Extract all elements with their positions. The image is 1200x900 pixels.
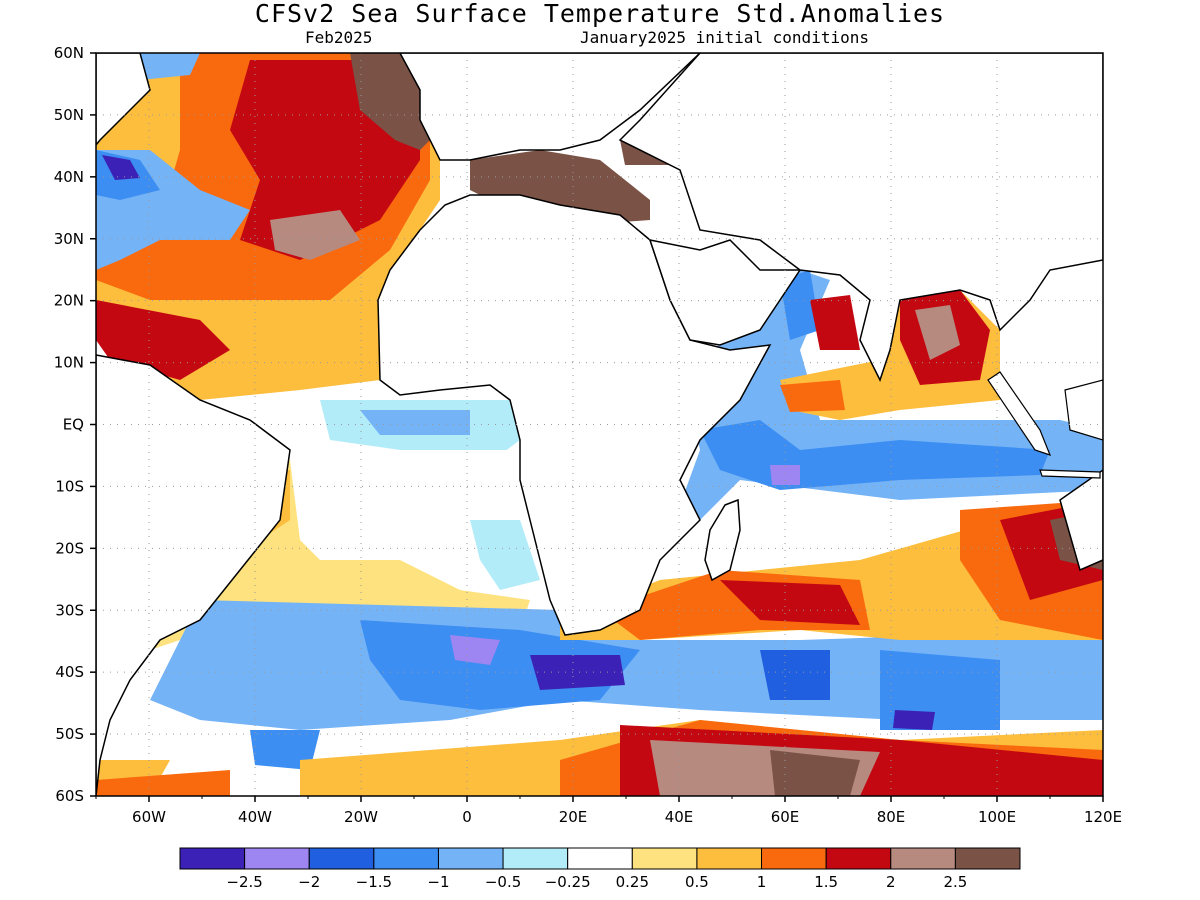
anomaly-patch: [360, 410, 470, 435]
anomaly-patch: [96, 300, 230, 380]
initial-conditions: January2025 initial conditions: [580, 28, 869, 47]
colorbar-swatch: [890, 847, 956, 870]
lat-tick-label: 40S: [55, 663, 84, 681]
arabian-peninsula: [648, 239, 802, 346]
anomaly-patch: [660, 270, 1103, 560]
south-america-landmass: [96, 354, 291, 796]
lat-tick-label: 40N: [54, 168, 84, 186]
colorbar-label: 1.5: [814, 873, 838, 891]
chart-title: CFSv2 Sea Surface Temperature Std.Anomal…: [254, 0, 946, 28]
colorbar-swatch: [179, 847, 246, 870]
anomaly-patch: [893, 710, 935, 730]
colorbar-swatch: [244, 847, 310, 870]
lat-tick-label: 10N: [54, 354, 84, 372]
lat-tick-label: 30N: [54, 230, 84, 248]
anomaly-patch: [270, 210, 360, 260]
anomaly-patch: [810, 295, 860, 350]
anomaly-patch: [470, 520, 540, 590]
lon-tick-label: 60E: [771, 808, 800, 826]
anomaly-patch: [780, 380, 845, 412]
colorbar-label: −1: [427, 873, 449, 891]
colorbar-swatch: [502, 847, 569, 870]
anomaly-patch: [915, 305, 960, 360]
sumatra: [987, 371, 1052, 456]
java: [1039, 469, 1101, 479]
anomaly-patch: [102, 155, 140, 180]
lon-tick-label: 100E: [978, 808, 1016, 826]
colorbar-label: 0.25: [616, 873, 649, 891]
forecast-month: Feb2025: [305, 28, 373, 47]
lat-tick-label: 20S: [55, 539, 84, 557]
anomaly-patch: [130, 53, 200, 80]
anomaly-patch: [770, 465, 800, 485]
lat-tick-label: 20N: [54, 292, 84, 310]
borneo: [1064, 379, 1103, 441]
colorbar-swatch: [308, 847, 375, 870]
colorbar-swatch: [761, 847, 827, 870]
colorbar-label: −2: [298, 873, 320, 891]
map-plot-area: [96, 53, 1103, 796]
latitude-axis: 60N 50N 40N 30N 20N 10N EQ 10S 20S 30S 40S 50S 60S: [54, 44, 96, 805]
anomaly-patch: [450, 635, 500, 665]
grid-lines: [96, 53, 1103, 796]
colorbar-swatch: [437, 847, 504, 870]
lat-tick-label: EQ: [63, 416, 84, 434]
lon-tick-label: 120E: [1084, 808, 1122, 826]
lat-tick-label: 30S: [55, 601, 84, 619]
anomaly-patch: [770, 750, 860, 796]
lat-tick-label: 50S: [55, 725, 84, 743]
colorbar-swatch: [825, 847, 892, 870]
australia-landmass: [1059, 469, 1103, 572]
anomaly-patch: [96, 770, 230, 796]
lat-tick-label: 10S: [55, 477, 84, 495]
colorbar-swatch: [567, 847, 633, 870]
lon-tick-label: 80E: [877, 808, 906, 826]
colorbar-label: −2.5: [226, 873, 262, 891]
colorbar-label: 0.5: [685, 873, 709, 891]
colorbar-swatch: [696, 847, 763, 870]
anomaly-patch: [760, 650, 830, 700]
lon-tick-label: 40W: [238, 808, 272, 826]
colorbar-swatch: [373, 847, 439, 870]
lon-tick-label: 20E: [559, 808, 588, 826]
anomaly-patch: [880, 650, 1000, 730]
colorbar: −2.5 −2 −1.5 −1 −0.5 −0.25 0.25 0.5 1 1.5 2 2.5: [179, 847, 1021, 891]
colorbar-label: −0.25: [545, 873, 591, 891]
colorbar-swatch: [631, 847, 698, 870]
anomaly-patch: [720, 580, 860, 625]
europe-landmass: [399, 53, 702, 161]
north-america-landmass: [96, 53, 151, 147]
colorbar-label: −0.5: [485, 873, 521, 891]
colorbar-label: 2: [886, 873, 896, 891]
anomaly-patch: [530, 655, 625, 690]
lon-tick-label: 0: [462, 808, 472, 826]
eurasia-landmass: [618, 53, 1103, 382]
anomaly-patch: [780, 270, 820, 340]
longitude-axis: 60W 40W 20W 0 20E 40E 60E 80E 100E 120E: [95, 796, 1122, 826]
anomaly-patch: [290, 450, 540, 590]
colorbar-label: −1.5: [356, 873, 392, 891]
lat-tick-label: 60S: [55, 787, 84, 805]
lon-tick-label: 60W: [132, 808, 166, 826]
colorbar-label: 2.5: [943, 873, 967, 891]
madagascar: [704, 498, 741, 582]
lon-tick-label: 20W: [344, 808, 378, 826]
lat-tick-label: 60N: [54, 44, 84, 62]
lat-tick-label: 50N: [54, 106, 84, 124]
land: [96, 53, 1103, 796]
colorbar-label: 1: [757, 873, 767, 891]
lon-tick-label: 40E: [665, 808, 694, 826]
colorbar-swatch: [954, 847, 1021, 870]
